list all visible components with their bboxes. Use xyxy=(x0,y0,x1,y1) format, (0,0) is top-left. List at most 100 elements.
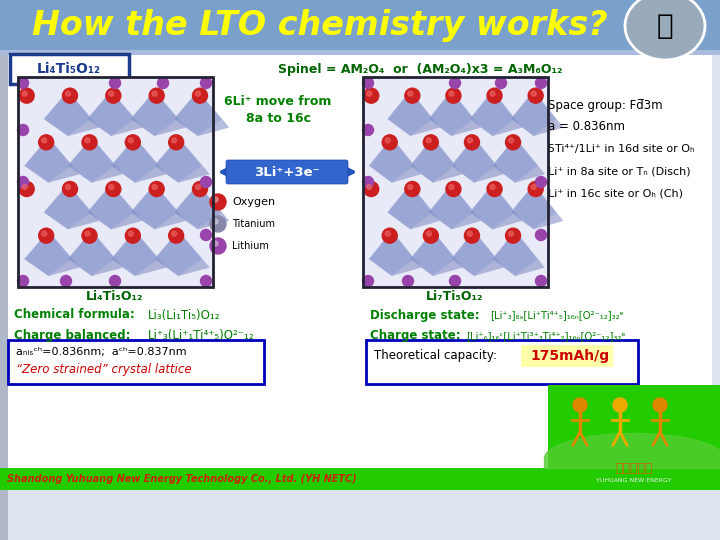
Circle shape xyxy=(22,185,27,190)
Polygon shape xyxy=(24,231,72,276)
Circle shape xyxy=(528,181,543,197)
Polygon shape xyxy=(48,259,79,276)
Circle shape xyxy=(446,88,461,103)
Polygon shape xyxy=(492,212,522,229)
Polygon shape xyxy=(470,184,515,229)
Circle shape xyxy=(213,197,218,202)
Polygon shape xyxy=(369,231,415,276)
Circle shape xyxy=(158,78,168,89)
Polygon shape xyxy=(135,166,166,183)
Circle shape xyxy=(382,228,397,243)
Text: Titanium: Titanium xyxy=(232,219,275,229)
Polygon shape xyxy=(155,212,186,229)
Circle shape xyxy=(446,181,461,197)
Polygon shape xyxy=(511,91,557,136)
Polygon shape xyxy=(68,212,99,229)
Text: Li₄Ti₅O₁₂: Li₄Ti₅O₁₂ xyxy=(37,62,101,76)
Polygon shape xyxy=(155,119,186,136)
Circle shape xyxy=(536,275,546,287)
Text: Space group: Fd̅3m: Space group: Fd̅3m xyxy=(548,98,662,111)
Circle shape xyxy=(60,275,71,287)
Polygon shape xyxy=(451,138,497,183)
Polygon shape xyxy=(155,138,202,183)
Polygon shape xyxy=(111,212,142,229)
Polygon shape xyxy=(87,184,135,229)
Polygon shape xyxy=(470,91,515,136)
Circle shape xyxy=(385,138,390,143)
FancyBboxPatch shape xyxy=(8,340,264,384)
Text: 175mAh/g: 175mAh/g xyxy=(530,349,609,363)
Circle shape xyxy=(109,91,114,96)
Circle shape xyxy=(125,135,140,150)
Circle shape xyxy=(200,275,212,287)
Circle shape xyxy=(362,125,374,136)
Circle shape xyxy=(109,78,120,89)
Circle shape xyxy=(362,275,374,287)
Circle shape xyxy=(536,78,546,89)
Polygon shape xyxy=(392,259,421,276)
Polygon shape xyxy=(511,184,557,229)
Text: Li₄Ti₅O₁₂: Li₄Ti₅O₁₂ xyxy=(86,291,144,303)
Polygon shape xyxy=(387,184,433,229)
Circle shape xyxy=(573,398,587,412)
Circle shape xyxy=(528,88,543,103)
Polygon shape xyxy=(474,259,503,276)
Polygon shape xyxy=(369,138,415,183)
Circle shape xyxy=(149,88,164,103)
Circle shape xyxy=(467,231,472,236)
Polygon shape xyxy=(174,91,222,136)
Text: Charge state:: Charge state: xyxy=(370,329,461,342)
Polygon shape xyxy=(474,166,503,183)
Polygon shape xyxy=(410,138,456,183)
Polygon shape xyxy=(91,166,122,183)
Polygon shape xyxy=(111,138,159,183)
Circle shape xyxy=(196,185,200,190)
Circle shape xyxy=(17,125,29,136)
Polygon shape xyxy=(68,138,115,183)
Circle shape xyxy=(39,135,54,150)
Circle shape xyxy=(106,88,121,103)
Circle shape xyxy=(128,231,133,236)
Text: How the LTO chemistry works?: How the LTO chemistry works? xyxy=(32,9,608,42)
Polygon shape xyxy=(410,119,440,136)
Circle shape xyxy=(508,231,513,236)
Circle shape xyxy=(171,231,176,236)
Circle shape xyxy=(508,138,513,143)
Circle shape xyxy=(449,275,461,287)
Circle shape xyxy=(200,230,212,240)
Polygon shape xyxy=(111,119,142,136)
Circle shape xyxy=(467,138,472,143)
Circle shape xyxy=(362,177,374,187)
Polygon shape xyxy=(174,184,222,229)
Text: 3Li⁺+3e⁻: 3Li⁺+3e⁻ xyxy=(254,165,320,179)
Circle shape xyxy=(200,177,212,187)
FancyBboxPatch shape xyxy=(226,160,348,184)
Polygon shape xyxy=(44,184,91,229)
Circle shape xyxy=(364,88,379,103)
Circle shape xyxy=(149,181,164,197)
Polygon shape xyxy=(68,231,115,276)
Circle shape xyxy=(109,185,114,190)
Text: Discharge state:: Discharge state: xyxy=(370,308,480,321)
Circle shape xyxy=(39,228,54,243)
Circle shape xyxy=(128,138,133,143)
Circle shape xyxy=(192,88,207,103)
Circle shape xyxy=(505,135,521,150)
Text: 5Ti⁴⁺/1Li⁺ in 16d site or Oₕ: 5Ti⁴⁺/1Li⁺ in 16d site or Oₕ xyxy=(548,144,695,154)
Circle shape xyxy=(210,238,226,254)
Circle shape xyxy=(19,88,34,103)
Circle shape xyxy=(495,78,506,89)
Polygon shape xyxy=(130,184,179,229)
FancyBboxPatch shape xyxy=(0,0,8,540)
Circle shape xyxy=(19,181,34,197)
Circle shape xyxy=(109,275,120,287)
Polygon shape xyxy=(534,119,563,136)
Polygon shape xyxy=(410,212,440,229)
Circle shape xyxy=(17,177,29,187)
Text: aₙᵢₛᶜʰ=0.836nm;  aᶜʰ=0.837nm: aₙᵢₛᶜʰ=0.836nm; aᶜʰ=0.837nm xyxy=(16,347,186,357)
Circle shape xyxy=(82,135,97,150)
Circle shape xyxy=(487,181,502,197)
FancyBboxPatch shape xyxy=(18,77,213,287)
FancyBboxPatch shape xyxy=(8,50,712,490)
Circle shape xyxy=(531,91,536,96)
